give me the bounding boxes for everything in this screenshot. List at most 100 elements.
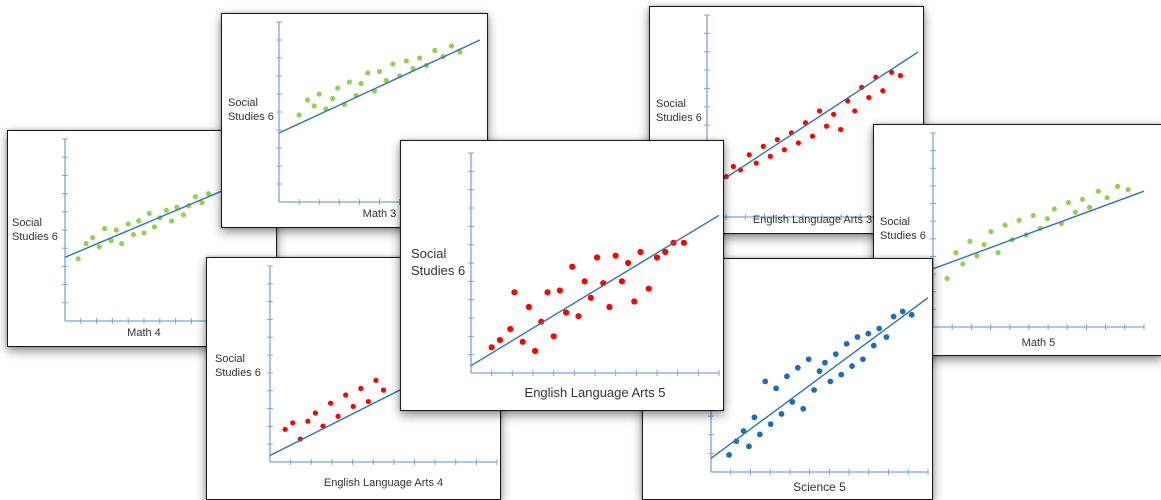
data-point	[645, 285, 652, 292]
data-point	[1086, 204, 1093, 210]
data-point	[880, 88, 886, 94]
data-point	[83, 241, 89, 247]
data-point	[587, 294, 594, 301]
chart-card-ela3: Social Studies 6 English Language Arts 3	[649, 6, 924, 234]
data-point	[174, 204, 180, 210]
data-point	[1115, 183, 1121, 189]
data-point	[358, 80, 364, 87]
data-point	[327, 400, 334, 406]
data-point	[612, 252, 619, 259]
data-point	[432, 47, 438, 54]
data-point	[376, 68, 383, 75]
data-point	[1125, 186, 1131, 193]
data-point	[593, 254, 601, 261]
data-point	[822, 359, 828, 366]
data-point	[304, 97, 311, 103]
data-point	[953, 250, 959, 256]
trend-line	[470, 214, 720, 367]
data-point	[335, 413, 341, 419]
y-axis-label-line: Social	[215, 353, 245, 365]
data-point	[809, 133, 816, 139]
data-point	[773, 385, 779, 392]
y-axis-label-line: Studies 6	[215, 367, 261, 380]
data-point	[119, 241, 125, 247]
data-point	[637, 248, 644, 256]
data-point	[562, 309, 570, 316]
data-point	[974, 253, 980, 259]
y-axis-label-line: Social	[12, 217, 42, 229]
data-point	[282, 426, 288, 432]
y-axis-label-line: Studies 6	[656, 112, 702, 125]
data-point	[762, 378, 769, 385]
data-point	[383, 77, 389, 84]
data-point	[774, 136, 780, 143]
y-axis-label: Social Studies 6	[228, 96, 274, 125]
y-axis-label-line: Social	[228, 97, 258, 109]
data-point	[417, 55, 423, 61]
data-point	[1044, 216, 1050, 222]
trend-line	[932, 190, 1145, 270]
data-point	[373, 377, 379, 383]
x-axis-label: English Language Arts 3	[752, 214, 873, 226]
data-point	[312, 410, 318, 416]
data-point	[838, 371, 845, 378]
data-point	[390, 61, 396, 67]
data-point	[316, 91, 322, 97]
data-point	[624, 259, 632, 267]
data-point	[860, 356, 866, 363]
data-point	[967, 238, 973, 244]
data-point	[550, 333, 557, 340]
data-point	[1002, 222, 1008, 228]
data-point	[346, 79, 352, 85]
data-point	[365, 398, 371, 405]
data-point	[832, 351, 839, 358]
data-point	[870, 342, 877, 349]
data-point	[876, 325, 883, 332]
data-point	[866, 94, 872, 101]
data-point	[1065, 199, 1071, 206]
y-axis-label-line: Studies 6	[228, 111, 274, 124]
data-point	[180, 212, 187, 218]
data-point	[569, 263, 576, 270]
data-point	[843, 340, 850, 347]
data-point	[816, 368, 823, 375]
data-point	[199, 200, 205, 206]
data-point	[136, 218, 142, 224]
data-point	[205, 191, 212, 197]
data-point	[169, 218, 175, 224]
y-axis-label-line: Studies 6	[12, 231, 58, 244]
y-axis-label-line: Studies 6	[880, 230, 926, 243]
data-point	[794, 364, 801, 371]
data-point	[380, 387, 387, 393]
data-point	[457, 49, 463, 55]
trend-line	[706, 51, 919, 191]
chart-card-ela5: Social Studies 6 English Language Arts 5	[400, 140, 724, 411]
data-point	[1051, 206, 1057, 212]
data-point	[618, 278, 625, 285]
data-point	[831, 111, 837, 117]
data-point	[1104, 195, 1110, 201]
data-point	[1030, 212, 1036, 219]
data-point	[805, 356, 812, 363]
data-point	[335, 85, 341, 91]
data-point	[1016, 217, 1022, 223]
data-point	[507, 325, 514, 333]
data-point	[488, 344, 495, 351]
data-point	[519, 338, 526, 345]
data-point	[811, 387, 817, 393]
data-point	[403, 58, 409, 64]
x-axis-label: Math 5	[1021, 337, 1056, 349]
data-point	[1079, 196, 1086, 202]
trend-line	[64, 189, 224, 258]
data-point	[108, 238, 114, 244]
data-point	[358, 385, 364, 392]
data-point	[849, 363, 855, 369]
data-point	[784, 373, 790, 380]
data-point	[680, 239, 687, 246]
scatter-plot-svg	[930, 132, 1145, 330]
y-axis-label-line: Social	[411, 246, 447, 261]
data-point	[960, 261, 966, 267]
data-point	[730, 163, 736, 170]
data-point	[113, 227, 119, 233]
x-axis-label: Science 5	[793, 480, 846, 494]
